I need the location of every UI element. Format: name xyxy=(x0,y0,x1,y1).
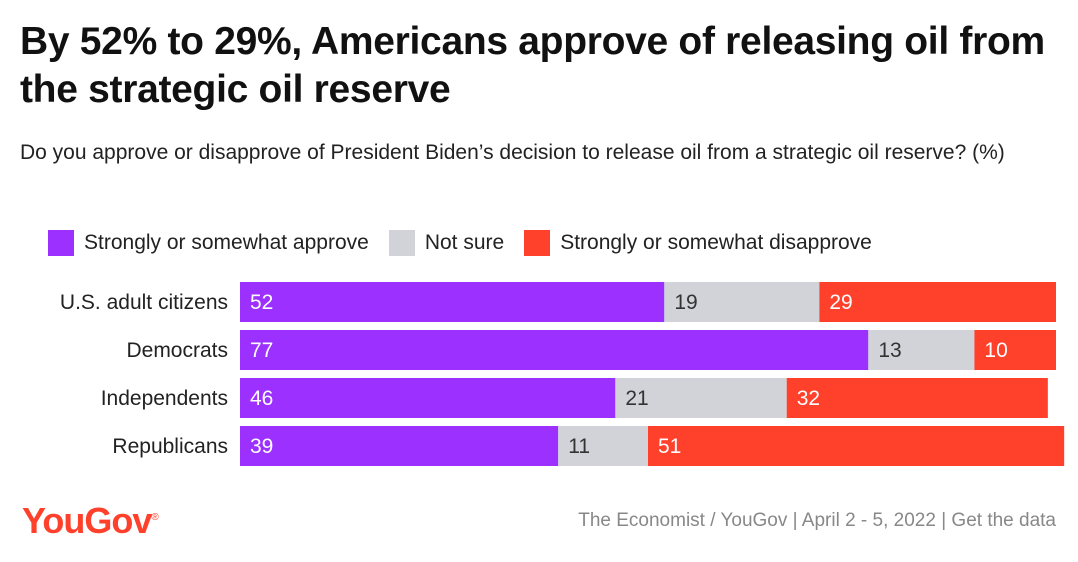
bar-approve xyxy=(240,330,869,370)
bar-not-sure xyxy=(868,330,975,370)
category-label: Democrats xyxy=(126,339,228,362)
bar-not-sure xyxy=(615,378,787,418)
bar-approve xyxy=(240,282,665,322)
bar-approve xyxy=(240,426,559,466)
category-label: Republicans xyxy=(112,435,228,458)
legend-label-disapprove: Strongly or somewhat disapprove xyxy=(560,231,872,254)
source-note[interactable]: The Economist / YouGov | April 2 - 5, 20… xyxy=(578,510,1056,531)
bar-disapprove xyxy=(974,330,1056,370)
bar-disapprove xyxy=(648,426,1065,466)
bar-disapprove xyxy=(786,378,1048,418)
legend-label-approve: Strongly or somewhat approve xyxy=(84,231,369,254)
data-label-not-sure: 21 xyxy=(625,387,648,410)
data-label-not-sure: 19 xyxy=(674,291,697,314)
data-label-disapprove: 32 xyxy=(797,387,820,410)
category-label: U.S. adult citizens xyxy=(60,291,228,314)
legend-label-not-sure: Not sure xyxy=(424,231,505,254)
chart-title: By 52% to 29%, Americans approve of rele… xyxy=(20,20,1045,111)
data-label-approve: 52 xyxy=(250,291,273,314)
data-label-disapprove: 51 xyxy=(658,435,681,458)
data-label-approve: 77 xyxy=(250,339,273,362)
legend: Strongly or somewhat approve Not sure St… xyxy=(48,228,892,258)
data-label-approve: 39 xyxy=(250,435,273,458)
legend-item-disapprove: Strongly or somewhat disapprove xyxy=(524,230,872,256)
bar-approve xyxy=(240,378,616,418)
data-label-not-sure: 11 xyxy=(568,435,590,458)
bar-disapprove xyxy=(819,282,1056,322)
legend-swatch-not-sure xyxy=(388,230,415,256)
chart-subtitle: Do you approve or disapprove of Presiden… xyxy=(20,141,1005,164)
data-label-approve: 46 xyxy=(250,387,273,410)
legend-item-not-sure: Not sure xyxy=(388,230,505,256)
yougov-logo: YouGov® xyxy=(22,500,159,542)
logo-mark: ® xyxy=(151,512,158,523)
logo-text: YouGov xyxy=(22,500,152,541)
category-label: Independents xyxy=(101,387,228,410)
data-label-disapprove: 10 xyxy=(984,339,1007,362)
legend-swatch-disapprove xyxy=(524,230,551,256)
data-label-disapprove: 29 xyxy=(829,291,852,314)
bar-not-sure xyxy=(558,426,648,466)
legend-item-approve: Strongly or somewhat approve xyxy=(48,230,369,256)
data-label-not-sure: 13 xyxy=(878,339,901,362)
stacked-bar-chart: U.S. adult citizens 52 19 29 Democrats 77 13 10… xyxy=(60,282,1065,466)
bar-not-sure xyxy=(664,282,820,322)
legend-swatch-approve xyxy=(48,230,74,256)
